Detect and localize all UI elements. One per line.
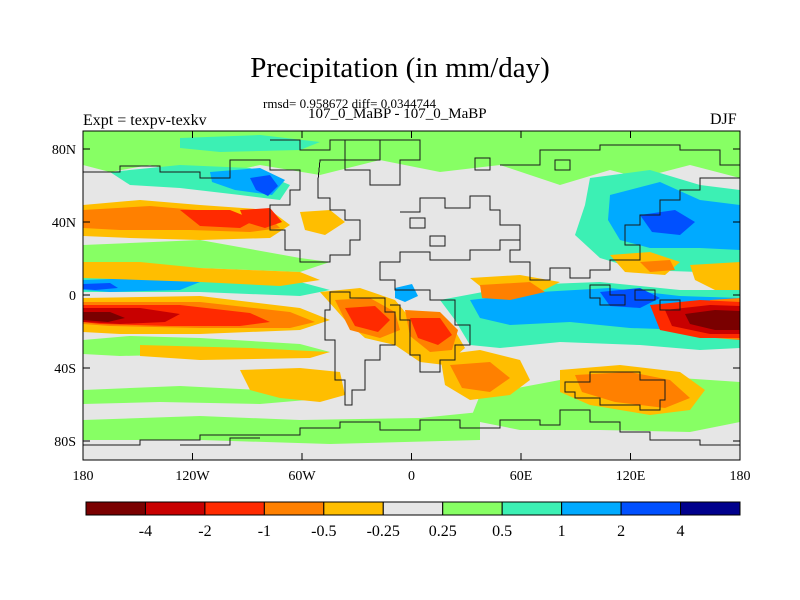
colorbar-label: -2 [198,523,211,540]
colorbar-label: -4 [139,523,152,540]
colorbar-swatch [263,501,325,516]
precipitation-field [83,131,740,460]
lat-tick-label: 80S [54,435,76,450]
precip-band-blue [83,175,695,308]
lon-tick-label: 120W [175,469,210,484]
continent-outlines [83,139,740,446]
colorbar-swatch [501,501,563,516]
lon-tick-label: 60E [510,469,533,484]
colorbar-swatch [144,501,206,516]
lat-tick-label: 40S [54,362,76,377]
lon-tick-label: 0 [408,469,415,484]
plot-title: Precipitation (in mm/day) [250,52,550,84]
precip-band-maroon [83,310,740,330]
lat-tick-label: 40N [52,216,76,231]
colorbar-swatch [620,501,682,516]
colorbar-label: 1 [558,523,566,540]
colorbar-label: -1 [258,523,271,540]
lat-tick-label: 0 [69,289,76,304]
colorbar-label: 0.5 [492,523,512,540]
lon-tick-label: 60W [288,469,316,484]
colorbar-swatch [204,501,265,516]
colorbar-swatch [323,501,384,516]
lon-tick-label: 120E [616,469,646,484]
stats-line: rmsd= 0.958672 diff= 0.0344744 [263,96,436,111]
colorbar-swatch [382,501,444,516]
longitude-axis: 180 120W 60W 0 60E 120E 180 [73,131,751,484]
lat-tick-label: 80N [52,143,76,158]
experiment-label: Expt = texpv-texkv [83,112,207,129]
colorbar-swatch [680,501,741,516]
latitude-axis: 80N 40N 0 40S 80S [52,143,740,450]
experiment-subtitle: 107_0_MaBP - 107_0_MaBP [308,106,487,122]
colorbar-swatch [85,501,146,516]
colorbar-label: -0.5 [311,523,336,540]
colorbar-swatch [442,501,503,516]
colorbar-label: 4 [677,523,685,540]
colorbar: -4 -2 -1 -0.5 -0.25 0.25 0.5 1 2 4 [85,501,741,540]
lon-tick-label: 180 [730,469,751,484]
lon-tick-label: 180 [73,469,94,484]
colorbar-label: -0.25 [367,523,400,540]
colorbar-swatch [561,501,622,516]
colorbar-label: 2 [617,523,625,540]
colorbar-label: 0.25 [429,523,457,540]
season-label: DJF [710,111,737,128]
